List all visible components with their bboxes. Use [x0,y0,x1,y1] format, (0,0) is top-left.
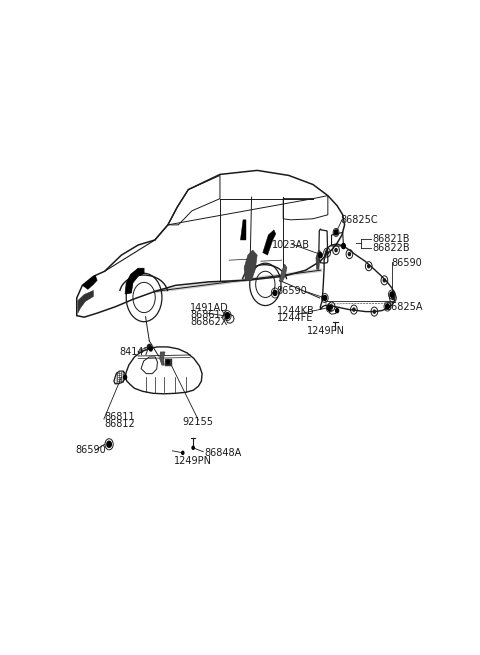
Polygon shape [83,275,97,290]
Circle shape [107,441,111,447]
Circle shape [147,345,151,349]
Circle shape [192,446,194,449]
Circle shape [392,297,394,299]
Text: 86590: 86590 [276,286,307,297]
Text: 92155: 92155 [183,417,214,426]
Text: 86848A: 86848A [204,448,241,458]
Circle shape [273,290,277,295]
Circle shape [167,360,169,364]
Circle shape [353,308,355,311]
Text: 1244FE: 1244FE [276,313,313,323]
Text: 86825A: 86825A [385,301,423,312]
Text: 84147: 84147 [120,347,150,357]
Polygon shape [240,220,246,240]
Circle shape [326,251,328,254]
Polygon shape [263,230,276,255]
Text: 86821B: 86821B [372,234,410,244]
Text: 86822B: 86822B [372,242,410,253]
Text: 86861X: 86861X [190,310,228,320]
Polygon shape [160,352,165,365]
Polygon shape [244,250,257,280]
Circle shape [373,310,375,313]
Polygon shape [165,358,172,366]
Polygon shape [78,290,94,313]
Text: 1023AB: 1023AB [272,240,310,250]
Text: 86812: 86812 [104,419,135,429]
Circle shape [385,304,389,309]
Circle shape [330,305,333,308]
Circle shape [368,265,370,268]
Text: 1491AD: 1491AD [190,303,229,312]
Text: 86811: 86811 [104,411,134,422]
Text: 86590: 86590 [391,257,422,268]
Circle shape [348,253,350,255]
Circle shape [124,375,127,379]
Text: 1249PN: 1249PN [307,326,346,336]
Circle shape [335,248,337,252]
Text: 1249PN: 1249PN [173,456,212,466]
Polygon shape [279,264,287,282]
Text: 86825C: 86825C [341,215,379,225]
Circle shape [323,295,327,301]
Circle shape [225,312,229,319]
Circle shape [383,279,385,282]
Circle shape [336,309,338,312]
Polygon shape [316,250,321,269]
Circle shape [390,292,394,297]
Text: 86590: 86590 [76,445,107,455]
Circle shape [327,305,331,310]
Polygon shape [125,269,144,294]
Circle shape [334,230,338,235]
Circle shape [342,244,345,248]
Text: 1244KB: 1244KB [276,306,314,316]
Circle shape [319,253,322,257]
Text: 86862X: 86862X [190,317,228,327]
Circle shape [149,347,152,351]
Circle shape [181,451,184,455]
